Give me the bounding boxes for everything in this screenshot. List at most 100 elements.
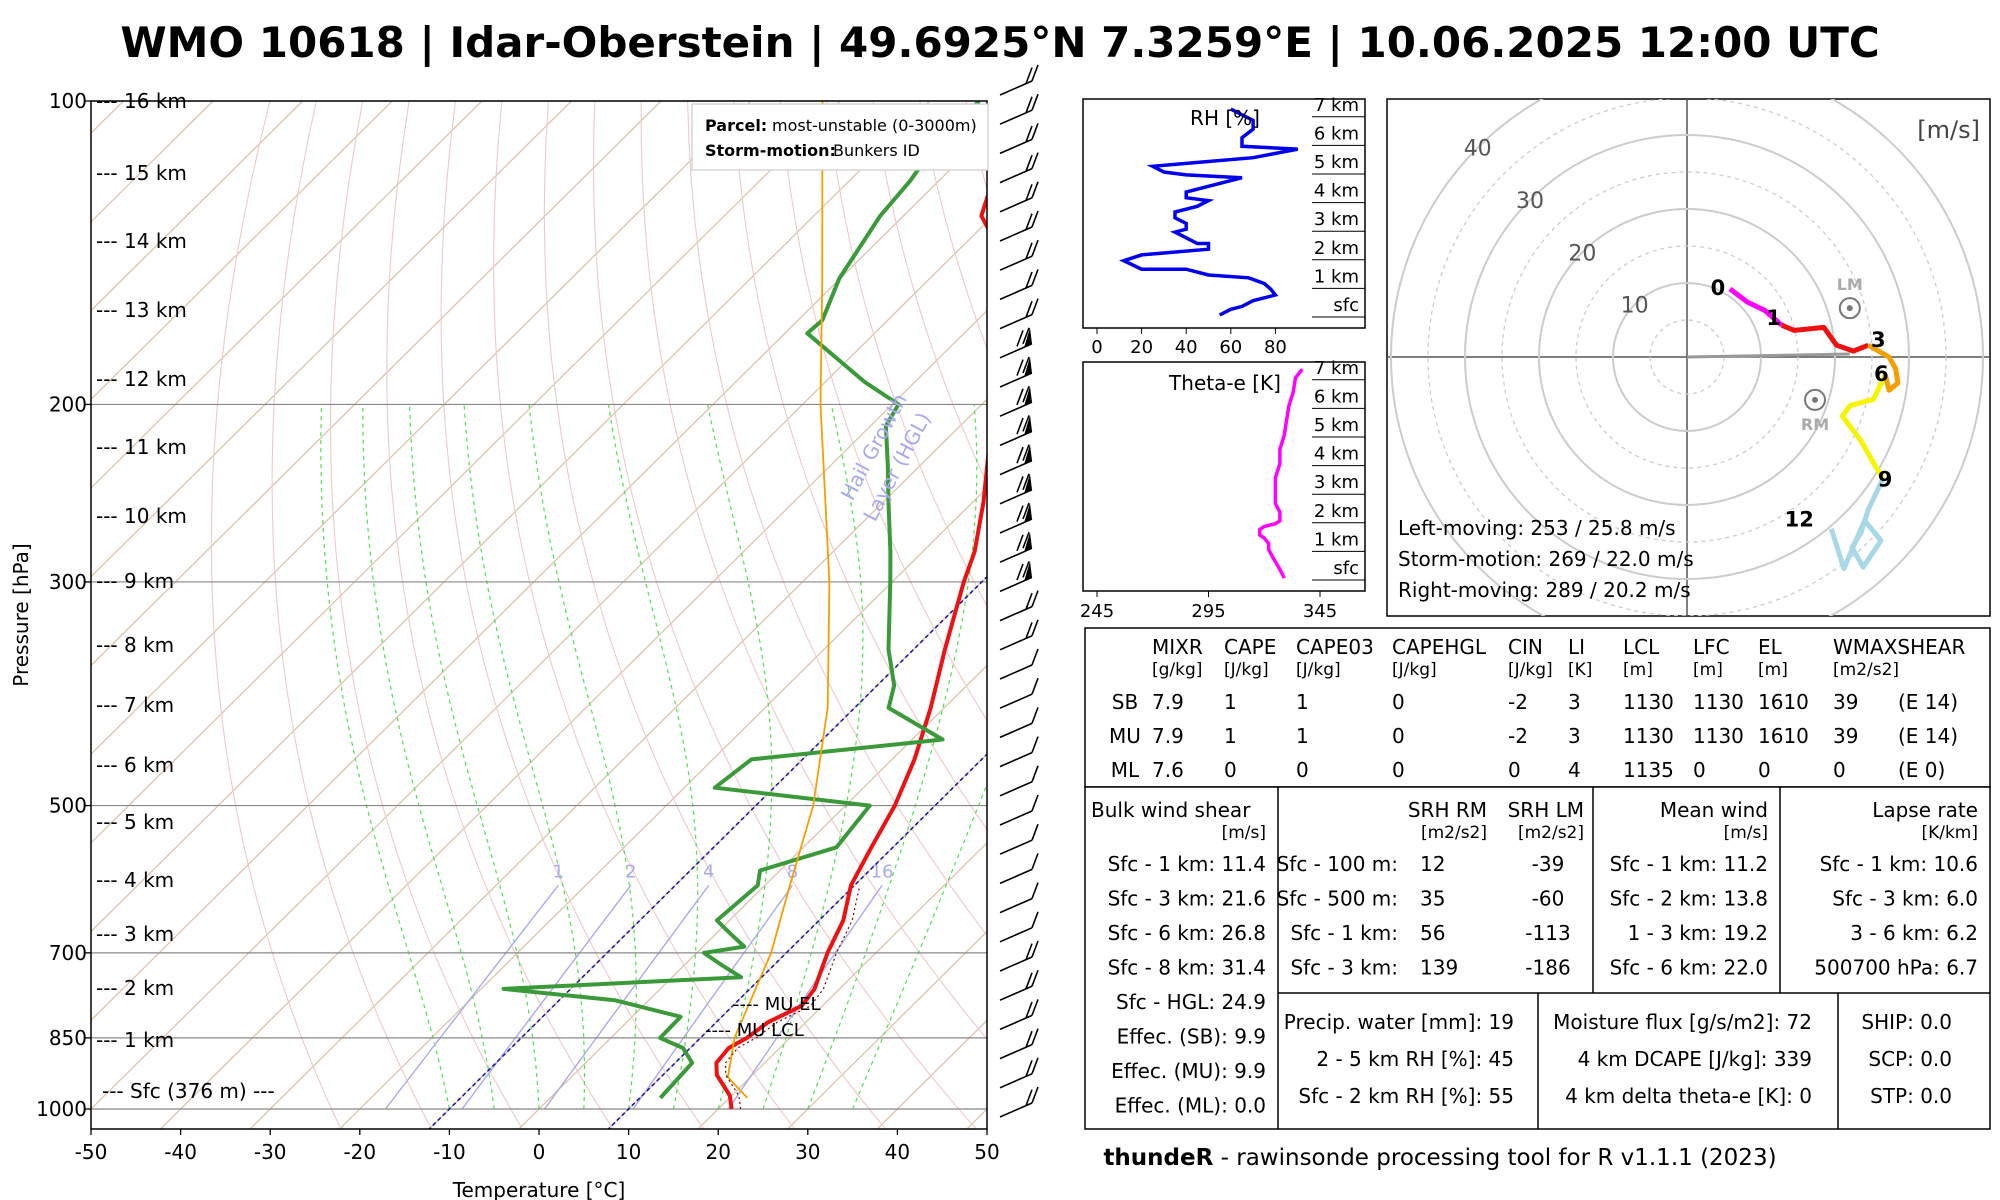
isotherm-line bbox=[91, 101, 931, 933]
wind-barb bbox=[999, 64, 1039, 96]
moist-adiabat bbox=[807, 404, 978, 1110]
srh-lm-value: -186 bbox=[1525, 956, 1570, 980]
table1-cell: 1 bbox=[1296, 690, 1309, 714]
table1-cell: 0 bbox=[1508, 758, 1521, 782]
hodo-storm-marker bbox=[1804, 388, 1827, 411]
composite-index-row: STP: 0.0 bbox=[1870, 1084, 1952, 1108]
table1-cell: 0 bbox=[1224, 758, 1237, 782]
thetae-height-label: 3 km bbox=[1314, 472, 1359, 493]
height-label: --- 8 km bbox=[96, 633, 174, 657]
bws-row: Sfc - 6 km: 26.8 bbox=[1108, 921, 1266, 945]
srh-row-label: Sfc - 1 km: bbox=[1290, 921, 1398, 945]
hodo-trace bbox=[1867, 343, 1901, 393]
height-label: --- 4 km bbox=[96, 868, 174, 892]
moist-adiabat bbox=[528, 404, 637, 1110]
wind-barb bbox=[999, 940, 1039, 972]
isotherm-line bbox=[249, 398, 987, 1129]
hodograph-content: 10 20 30 40 0 1 3 6 9 12 LM RM bbox=[1387, 99, 1990, 616]
table1-cell: 0 bbox=[1296, 758, 1309, 782]
mixing-ratio-label: 16 bbox=[871, 861, 894, 882]
wind-barb bbox=[999, 1028, 1039, 1060]
temperature-tick-label: -10 bbox=[433, 1140, 466, 1164]
temperature-tick-label: -50 bbox=[75, 1140, 108, 1164]
rh-height-label: 3 km bbox=[1314, 209, 1359, 230]
table1-cell: 3 bbox=[1568, 724, 1581, 748]
table1-cell: 0 bbox=[1833, 758, 1846, 782]
thetae-height-label: 6 km bbox=[1314, 386, 1359, 407]
moisture-row: Sfc - 2 km RH [%]: 55 bbox=[1298, 1084, 1514, 1108]
lr-unit: [K/km] bbox=[1921, 823, 1978, 843]
height-label: --- 1 km bbox=[96, 1028, 174, 1052]
table1-cell: 1130 bbox=[1623, 690, 1674, 714]
wind-barb bbox=[999, 152, 1039, 184]
moist-adiabat bbox=[409, 404, 540, 1110]
height-label: --- Sfc (376 m) --- bbox=[102, 1079, 275, 1103]
pressure-tick-label: 700 bbox=[49, 941, 87, 965]
wind-barb bbox=[999, 444, 1033, 476]
height-labels: --- Sfc (376 m) --- --- 1 km --- 2 km --- 3… bbox=[96, 89, 275, 1103]
skewt-ylabel: Pressure [hPa] bbox=[9, 543, 33, 686]
mw-title: Mean wind bbox=[1660, 798, 1768, 822]
dry-adiabat bbox=[329, 101, 524, 1129]
table1-cell: 1130 bbox=[1693, 690, 1744, 714]
bws-row: Sfc - 8 km: 31.4 bbox=[1108, 956, 1266, 980]
table1-unit: [m] bbox=[1623, 660, 1653, 680]
wind-barb bbox=[999, 853, 1039, 885]
thetae-title: Theta-e [K] bbox=[1168, 371, 1281, 395]
hodo-ring-minor bbox=[1427, 99, 1947, 616]
lapse-rate-row: 3 - 6 km: 6.2 bbox=[1850, 921, 1978, 945]
table1-cell: MU bbox=[1109, 724, 1141, 748]
height-label: --- 14 km bbox=[96, 229, 187, 253]
thetae-height-label: 1 km bbox=[1314, 529, 1359, 550]
hodo-height-label: 3 bbox=[1871, 328, 1886, 352]
wind-barb bbox=[999, 356, 1033, 388]
rh-height-label: 2 km bbox=[1314, 238, 1359, 259]
isotherm-line bbox=[91, 101, 752, 756]
table1-header: EL bbox=[1758, 635, 1783, 659]
mixing-ratio-line bbox=[461, 884, 632, 1110]
mean-wind-row: Sfc - 1 km: 11.2 bbox=[1610, 852, 1768, 876]
dry-adiabat bbox=[779, 101, 987, 722]
wind-barb bbox=[999, 765, 1039, 797]
skewt-background: 1 2 4 8 16 bbox=[91, 101, 987, 1129]
bws-unit: [m/s] bbox=[1222, 823, 1266, 843]
table1-cell: (E 14) bbox=[1898, 724, 1958, 748]
table1-cell: 39 bbox=[1833, 690, 1858, 714]
height-label: --- 3 km bbox=[96, 922, 174, 946]
pressure-tick-label: 200 bbox=[49, 392, 87, 416]
moist-adiabat bbox=[852, 782, 987, 1110]
wind-barb bbox=[999, 969, 1039, 1001]
wind-barbs bbox=[999, 64, 1039, 1118]
composite-index-row: SCP: 0.0 bbox=[1868, 1047, 1952, 1071]
height-label: --- 6 km bbox=[96, 753, 174, 777]
rh-line bbox=[1119, 107, 1299, 317]
table1-cell: SB bbox=[1112, 690, 1138, 714]
temperature-tick-label: 50 bbox=[974, 1140, 999, 1164]
rh-x-tick-label: 20 bbox=[1130, 337, 1153, 358]
isotherm-line bbox=[159, 309, 987, 1129]
flux-row: 4 km DCAPE [J/kg]: 339 bbox=[1578, 1047, 1812, 1071]
isotherm-line bbox=[91, 101, 841, 844]
dry-adiabat bbox=[440, 101, 705, 1129]
mu-lcl-label: ---- MU LCL bbox=[705, 1020, 804, 1041]
footer-credit: thundeR - rawinsonde processing tool for… bbox=[1080, 1145, 1800, 1171]
moisture-row: Precip. water [mm]: 19 bbox=[1284, 1010, 1514, 1034]
isotherm-line bbox=[517, 664, 987, 1129]
hodo-unit: [m/s] bbox=[1917, 116, 1980, 144]
thetae-height-label: 7 km bbox=[1314, 358, 1359, 379]
flux-row: Moisture flux [g/s/m2]: 72 bbox=[1553, 1010, 1812, 1034]
table1-cell: 7.9 bbox=[1152, 690, 1184, 714]
legend-storm-key: Storm-motion: bbox=[705, 141, 836, 160]
thetae-x-tick-label: 295 bbox=[1191, 601, 1225, 622]
right-moving-text: Right-moving: 289 / 20.2 m/s bbox=[1398, 578, 1691, 602]
hodo-storm-marker bbox=[1838, 297, 1861, 320]
rh-title: RH [%] bbox=[1190, 106, 1260, 130]
wind-barb bbox=[999, 531, 1033, 563]
isotherm-line bbox=[338, 487, 987, 1129]
thetae-panel-content: sfc 1 km 2 km 3 km 4 km 5 km 6 km 7 km 245 295 345 bbox=[1080, 358, 1365, 622]
srh-rm-value: 12 bbox=[1420, 852, 1445, 876]
dry-adiabat bbox=[271, 101, 433, 1129]
bws-row: Effec. (MU): 9.9 bbox=[1111, 1059, 1266, 1083]
table1-cell: 0 bbox=[1758, 758, 1771, 782]
